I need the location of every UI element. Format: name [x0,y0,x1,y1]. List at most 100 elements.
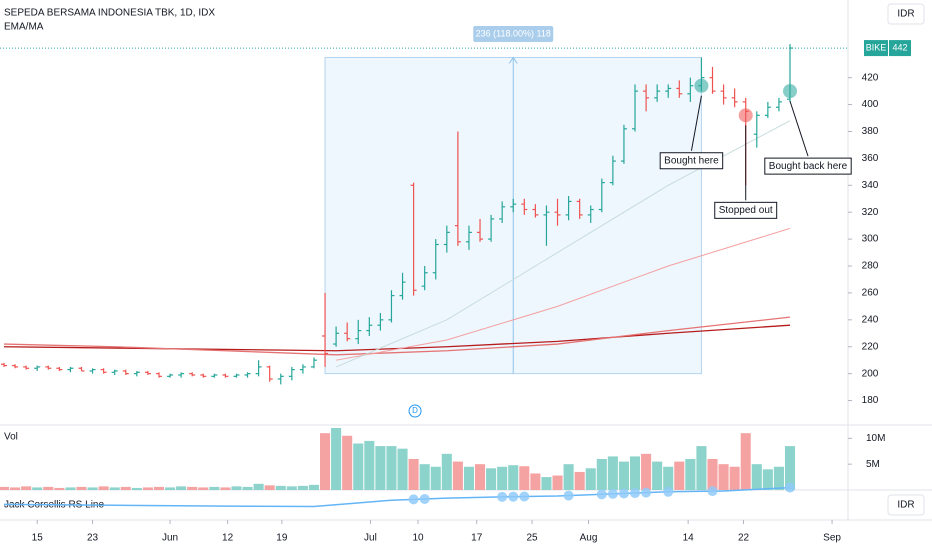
ohlc-bar [709,66,716,94]
y-tick-label: 360 [862,153,879,164]
volume-bar [386,446,397,490]
rs-marker [596,489,607,500]
volume-bar [209,486,220,490]
rs-marker [408,494,419,505]
volume-bar [740,433,751,490]
ohlc-bar [133,370,140,377]
volume-bar [187,486,198,490]
ohlc-bar [477,218,484,242]
indicator-label: EMA/MA [4,22,44,33]
volume-bar [297,485,308,490]
annotation-box [659,152,724,170]
volume-bar [751,464,762,490]
ohlc-bar [366,317,373,336]
event-marker [783,84,797,99]
ohlc-bar [100,368,107,374]
ohlc-bar [720,84,727,105]
x-tick-label: 22 [738,533,750,544]
ohlc-bar [388,290,395,323]
y-tick-label: 260 [862,288,879,299]
ohlc-bar [775,97,782,112]
rs-marker [618,488,629,499]
ohlc-bar [23,365,30,370]
volume-bar [43,486,54,490]
ohlc-bar [189,372,196,377]
ohlc-bar [144,370,151,375]
ohlc-bar [565,196,572,221]
ohlc-bar [399,272,406,300]
volume-bar [474,464,486,490]
volume-bar [253,483,264,490]
rs-marker [419,493,430,504]
ohlc-bar [111,369,118,375]
ohlc-bar [676,80,683,98]
volume-bar [652,461,663,490]
x-tick-label: Sep [823,533,841,544]
symbol: BIKE [866,42,887,52]
ohlc-bar [45,365,52,370]
x-tick-label: 23 [87,533,99,544]
volume-bar [596,459,607,490]
currency[interactable]: IDR [897,9,914,20]
ohlc-bar [211,373,218,378]
measure-label: 236 (118.00%) 118 [476,28,551,38]
volume-bar [530,473,541,490]
volume-bar [607,456,618,490]
volume-bar [452,461,463,490]
ohlc-bar [67,366,74,373]
y-tick-label: 300 [862,234,879,245]
volume-bar [286,486,297,490]
rs-marker [508,491,519,502]
rs-currency[interactable]: IDR [897,500,914,511]
volume-tick-label: 5M [866,459,880,470]
ohlc-bar [78,366,85,372]
volume-bar [674,461,685,490]
annotation-arrow [690,95,702,151]
y-tick-label: 180 [862,395,879,406]
volume-bar [419,464,430,490]
annotation-arrow [789,100,809,157]
ohlc-bar [753,111,760,148]
volume-bar [663,466,674,490]
currency-button[interactable] [887,494,925,516]
volume-bar [629,456,641,490]
volume-bar [541,477,552,490]
volume-bar [784,446,796,490]
volume-label: Vol [4,432,18,443]
y-tick-label: 380 [862,126,879,137]
ohlc-bar [620,124,627,164]
y-tick-label: 200 [862,368,879,379]
volume-bar [320,433,331,490]
y-tick-label: 280 [862,261,879,272]
ohlc-bar [432,239,439,280]
volume-bar [685,459,696,490]
volume-bar [0,486,10,490]
ohlc-bar [1,362,7,367]
volume-bar [773,466,784,490]
rs-marker [663,486,674,497]
annotation-label: Bought back here [769,161,848,172]
ohlc-bar [764,101,771,119]
ohlc-bar [532,204,539,218]
volume-bar [375,446,386,490]
volume-bar [331,428,342,490]
annotation-label: Bought here [664,155,719,166]
volume-bar [508,465,519,490]
rs-marker [785,482,795,493]
ohlc-bar [632,84,639,132]
rs-marker [563,490,574,501]
currency-button[interactable] [887,3,925,25]
volume-bar [65,487,76,490]
volume-bar [308,484,320,490]
ohlc-bar [377,313,384,331]
ohlc-bar [56,366,63,371]
volume-bar [165,487,176,490]
volume-bar [497,466,508,490]
ohlc-bar [299,364,306,374]
ohlc-bar [288,366,295,381]
volume-bar [54,487,65,490]
ohlc-bar [665,84,672,98]
ohlc-bar [178,372,185,378]
volume-bar [696,446,707,490]
event-marker [694,78,709,93]
